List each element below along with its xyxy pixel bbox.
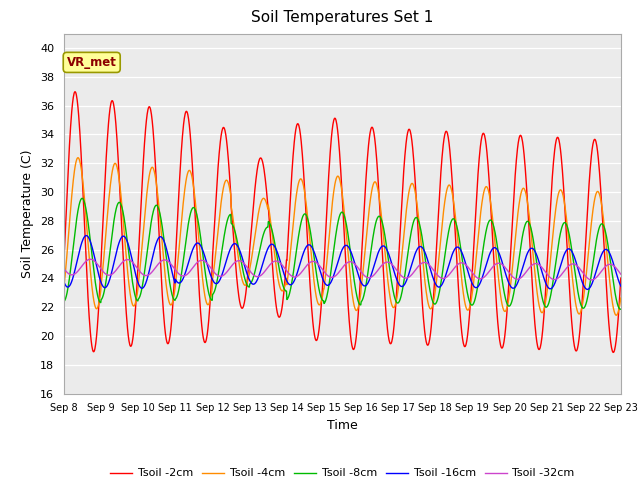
Tsoil -2cm xyxy=(617,275,625,281)
Tsoil -16cm xyxy=(171,279,179,285)
Tsoil -2cm xyxy=(246,237,254,243)
Tsoil -2cm xyxy=(610,349,618,355)
Tsoil -8cm xyxy=(551,265,559,271)
Tsoil -2cm xyxy=(551,144,559,150)
Tsoil -4cm xyxy=(60,283,68,289)
Tsoil -16cm xyxy=(246,279,254,285)
Tsoil -32cm xyxy=(588,277,595,283)
Tsoil -32cm xyxy=(184,270,192,276)
Tsoil -16cm xyxy=(60,279,68,285)
Tsoil -8cm xyxy=(246,281,254,287)
Tsoil -4cm xyxy=(171,288,179,294)
Tsoil -16cm xyxy=(502,272,509,277)
Tsoil -32cm xyxy=(502,265,509,271)
Tsoil -32cm xyxy=(617,271,625,277)
Tsoil -4cm xyxy=(617,295,625,301)
Tsoil -4cm xyxy=(502,308,509,313)
Tsoil -16cm xyxy=(584,287,591,292)
Tsoil -32cm xyxy=(86,256,94,262)
Tsoil -4cm xyxy=(74,155,82,161)
Tsoil -16cm xyxy=(184,261,192,266)
Tsoil -8cm xyxy=(171,297,179,303)
Line: Tsoil -8cm: Tsoil -8cm xyxy=(64,198,621,309)
Tsoil -4cm xyxy=(612,312,620,318)
Tsoil -4cm xyxy=(429,300,437,306)
Tsoil -16cm xyxy=(551,280,559,286)
Tsoil -8cm xyxy=(184,222,192,228)
Tsoil -16cm xyxy=(429,275,437,281)
Line: Tsoil -4cm: Tsoil -4cm xyxy=(64,158,621,315)
Tsoil -32cm xyxy=(429,267,437,273)
Legend: Tsoil -2cm, Tsoil -4cm, Tsoil -8cm, Tsoil -16cm, Tsoil -32cm: Tsoil -2cm, Tsoil -4cm, Tsoil -8cm, Tsoi… xyxy=(106,464,579,480)
Tsoil -2cm xyxy=(60,256,68,262)
Tsoil -2cm xyxy=(171,271,179,277)
Tsoil -8cm xyxy=(616,306,624,312)
Tsoil -8cm xyxy=(78,195,86,201)
Tsoil -8cm xyxy=(429,300,437,305)
Line: Tsoil -2cm: Tsoil -2cm xyxy=(64,92,621,352)
Tsoil -8cm xyxy=(60,299,68,304)
Tsoil -4cm xyxy=(246,262,254,268)
Tsoil -2cm xyxy=(429,300,437,306)
Line: Tsoil -16cm: Tsoil -16cm xyxy=(64,236,621,289)
Tsoil -8cm xyxy=(617,306,625,312)
Tsoil -32cm xyxy=(60,266,68,272)
Tsoil -4cm xyxy=(551,212,559,218)
Tsoil -32cm xyxy=(171,266,179,272)
Tsoil -4cm xyxy=(184,169,192,175)
Text: VR_met: VR_met xyxy=(67,56,116,69)
Tsoil -16cm xyxy=(617,283,625,289)
X-axis label: Time: Time xyxy=(327,419,358,432)
Tsoil -2cm xyxy=(502,323,509,328)
Tsoil -16cm xyxy=(83,233,90,239)
Tsoil -32cm xyxy=(246,269,254,275)
Tsoil -32cm xyxy=(551,276,559,282)
Line: Tsoil -32cm: Tsoil -32cm xyxy=(64,259,621,280)
Tsoil -8cm xyxy=(502,297,509,303)
Title: Soil Temperatures Set 1: Soil Temperatures Set 1 xyxy=(252,11,433,25)
Y-axis label: Soil Temperature (C): Soil Temperature (C) xyxy=(22,149,35,278)
Tsoil -2cm xyxy=(184,114,192,120)
Tsoil -2cm xyxy=(72,89,79,95)
